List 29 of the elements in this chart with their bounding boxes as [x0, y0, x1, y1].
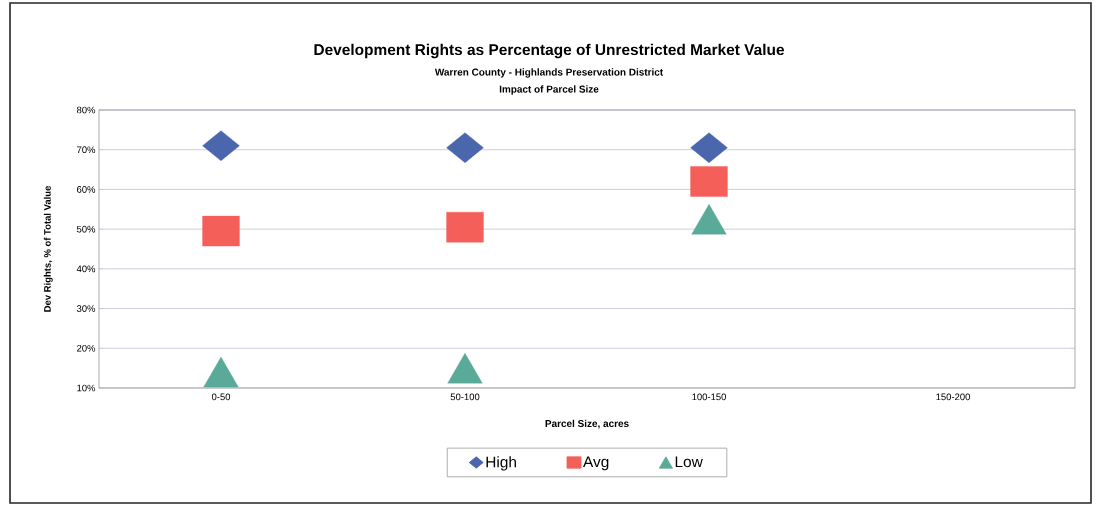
chart-title: Development Rights as Percentage of Unrestricted Market Value: [314, 43, 785, 59]
y-axis-title: Dev Rights, % of Total Value: [43, 186, 53, 312]
point: [690, 132, 728, 163]
x-tick-label: 150-200: [936, 393, 970, 401]
point: [691, 204, 727, 235]
x-axis-title: Parcel Size, acres: [545, 419, 629, 429]
point: [446, 132, 484, 163]
y-tick-label: 60%: [77, 186, 96, 193]
y-tick-label: 70%: [77, 146, 96, 154]
point: [202, 130, 240, 161]
y-tick-label: 30%: [76, 305, 96, 312]
point: [690, 166, 728, 197]
x-tick-label: 100-150: [692, 393, 726, 401]
y-tick-label: 80%: [76, 106, 96, 114]
legend-label: Avg: [583, 456, 609, 471]
legend-label: Low: [675, 456, 703, 468]
y-tick-label: 50%: [76, 225, 96, 233]
y-tick-label: 20%: [77, 344, 96, 352]
y-tick-label: 40%: [76, 265, 96, 273]
x-tick-label: 50-100: [450, 393, 480, 401]
point: [447, 352, 483, 384]
chart-subtitle: Warren County - Highlands Preservation District: [434, 68, 664, 78]
legend-label: High: [486, 456, 516, 471]
point: [202, 215, 240, 247]
point: [446, 211, 484, 243]
x-tick-label: 0-50: [211, 393, 231, 401]
text: Impact of Parcel Size: [499, 85, 599, 95]
point: [203, 356, 239, 388]
y-tick-label: 10%: [77, 384, 96, 392]
